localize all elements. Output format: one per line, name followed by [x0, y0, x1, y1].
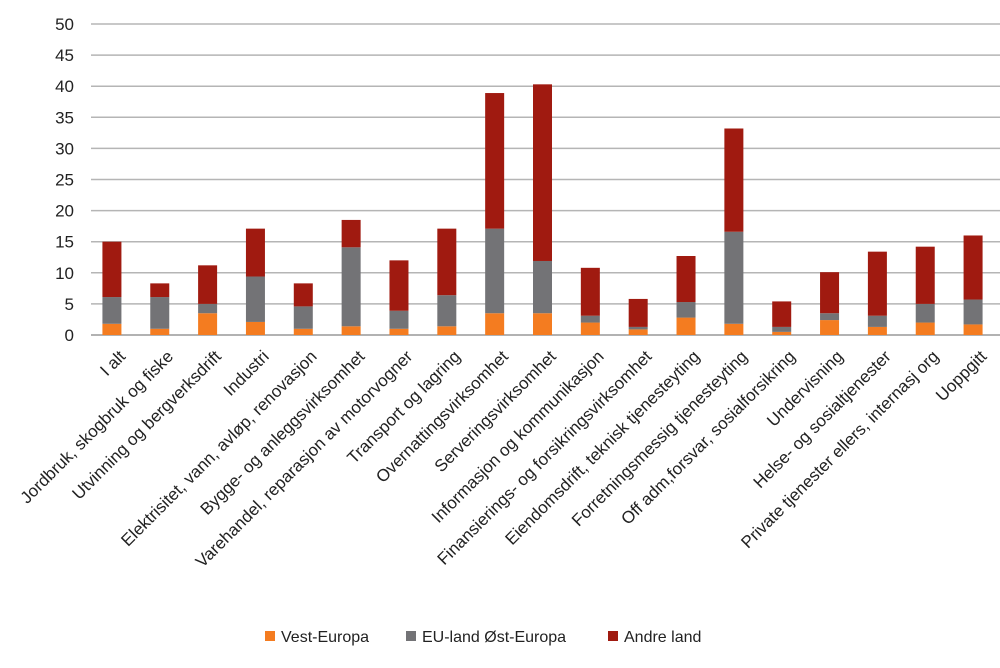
bar-segment-vest-europa	[389, 328, 409, 335]
bar-segment-eu-land-st-europa	[341, 247, 361, 327]
bar-segment-vest-europa	[293, 328, 313, 335]
bar-segment-vest-europa	[915, 322, 935, 335]
bar-segment-vest-europa	[772, 331, 792, 335]
bar-segment-eu-land-st-europa	[102, 297, 122, 324]
bar-segment-andre-land	[915, 246, 935, 304]
bar-segment-eu-land-st-europa	[150, 297, 170, 329]
bar-segment-vest-europa	[198, 313, 218, 335]
bar-segment-andre-land	[628, 298, 648, 327]
bar-segment-vest-europa	[628, 329, 648, 335]
x-tick-label: Forretningsmessig tjenesteyting	[568, 347, 751, 530]
y-axis: 0 5 10 15 20 25 30 35 40 45 50	[55, 15, 74, 345]
bar-segment-eu-land-st-europa	[293, 306, 313, 329]
bar-segment-eu-land-st-europa	[628, 326, 648, 330]
bar-segment-andre-land	[293, 283, 313, 307]
bar-segment-vest-europa	[437, 326, 457, 335]
bar-segment-andre-land	[820, 272, 840, 314]
legend: Vest-Europa EU-land Øst-Europa Andre land	[265, 629, 701, 646]
bar-segment-eu-land-st-europa	[245, 276, 265, 322]
y-tick-label: 10	[55, 264, 74, 283]
legend-label: Vest-Europa	[281, 629, 369, 646]
bar-segment-eu-land-st-europa	[580, 315, 600, 323]
bar-segment-eu-land-st-europa	[389, 310, 409, 329]
bar-segment-andre-land	[867, 251, 887, 316]
legend-swatch	[265, 631, 275, 641]
bar-segment-andre-land	[485, 93, 505, 229]
bar-segment-eu-land-st-europa	[820, 313, 840, 321]
bar-segment-vest-europa	[341, 326, 361, 335]
x-tick-label: I alt	[96, 347, 129, 380]
legend-label: EU-land Øst-Europa	[422, 629, 566, 646]
bar-segment-eu-land-st-europa	[963, 299, 983, 325]
bar-segment-eu-land-st-europa	[485, 228, 505, 314]
bar-segment-eu-land-st-europa	[437, 295, 457, 327]
bar-segment-eu-land-st-europa	[724, 231, 744, 324]
y-tick-label: 45	[55, 46, 74, 65]
bar-segment-andre-land	[676, 256, 696, 303]
legend-swatch	[608, 631, 618, 641]
y-tick-label: 20	[55, 202, 74, 221]
x-tick-label: Informasjon og kommunikasjon	[428, 347, 608, 527]
y-tick-label: 0	[65, 326, 74, 345]
y-tick-label: 5	[65, 295, 74, 314]
bar-segment-andre-land	[389, 260, 409, 311]
bar-segment-vest-europa	[245, 321, 265, 335]
legend-swatch	[406, 631, 416, 641]
bar-segment-eu-land-st-europa	[772, 326, 792, 332]
y-tick-label: 35	[55, 108, 74, 127]
y-tick-label: 50	[55, 15, 74, 34]
bar-segment-eu-land-st-europa	[198, 303, 218, 314]
x-tick-label: Off adm,forsvar, sosialforsikring	[617, 347, 799, 529]
bar-segment-andre-land	[102, 241, 122, 298]
bar-segment-eu-land-st-europa	[867, 315, 887, 327]
bar-segment-andre-land	[341, 219, 361, 248]
bar-segment-vest-europa	[102, 323, 122, 335]
bar-segment-andre-land	[963, 235, 983, 300]
y-tick-label: 40	[55, 77, 74, 96]
legend-label: Andre land	[624, 629, 701, 646]
bar-segment-eu-land-st-europa	[533, 260, 552, 314]
bar-segment-vest-europa	[724, 323, 744, 335]
bar-segment-eu-land-st-europa	[676, 302, 696, 318]
bar-segment-eu-land-st-europa	[915, 303, 935, 323]
bar-segment-vest-europa	[533, 313, 552, 335]
y-tick-label: 30	[55, 139, 74, 158]
bar-segment-vest-europa	[867, 326, 887, 335]
bars	[102, 84, 983, 335]
bar-segment-vest-europa	[485, 313, 505, 335]
bar-segment-vest-europa	[150, 328, 170, 335]
bar-segment-andre-land	[245, 228, 265, 277]
bar-segment-vest-europa	[820, 320, 840, 335]
bar-segment-andre-land	[724, 128, 744, 232]
y-tick-label: 25	[55, 171, 74, 190]
bar-segment-vest-europa	[580, 322, 600, 335]
bar-segment-andre-land	[533, 84, 552, 261]
bar-segment-andre-land	[198, 265, 218, 304]
bar-segment-vest-europa	[963, 324, 983, 335]
y-tick-label: 15	[55, 233, 74, 252]
x-tick-label: Uoppgitt	[932, 347, 990, 405]
bar-segment-vest-europa	[676, 317, 696, 335]
bar-segment-andre-land	[772, 301, 792, 327]
bar-segment-andre-land	[150, 283, 170, 298]
bar-segment-andre-land	[580, 267, 600, 316]
bar-segment-andre-land	[437, 228, 457, 296]
